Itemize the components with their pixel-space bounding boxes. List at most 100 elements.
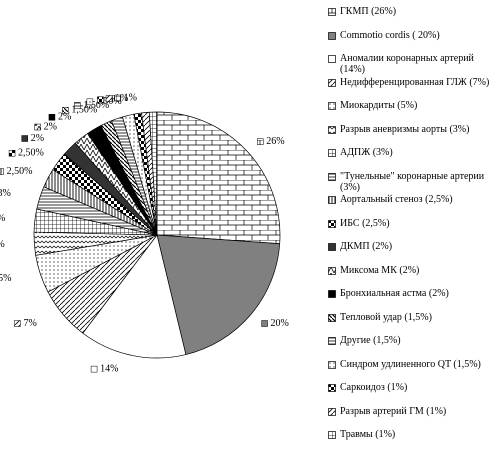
legend-label: ИБС (2,5%) [340,217,390,229]
legend-label: Синдром удлиненного QT (1,5%) [340,358,481,370]
chart: 26%20%14%7%5%3%3%3%2,50%2,50%2%2%2%1,50%… [0,92,289,374]
label-key [0,168,4,175]
label-key [90,365,98,373]
legend-item: Недифференцированная ГЛЖ (7%) [328,77,496,88]
label-key [34,123,41,131]
legend-label: Саркоидоз (1%) [340,382,408,393]
legend-swatch [328,55,336,63]
data-label: 20% [271,318,289,329]
legend-item: Разрыв артерий ГМ (1%) [328,406,496,417]
legend-item: Разрыв аневризмы аорты (3%) [328,124,496,135]
legend-swatch [328,337,336,345]
legend-swatch [328,31,336,40]
label-key [257,138,264,145]
legend-label: Commotio cordis ( 20%) [340,29,440,41]
data-label: 2,50% [18,148,44,159]
legend-swatch [328,125,336,134]
data-label: 2% [44,121,57,132]
legend-key [328,431,336,439]
data-label: 2% [31,133,44,144]
legend-key [328,219,336,228]
data-label: 1,50% [71,105,97,116]
legend-item: АДПЖ (3%) [328,147,496,158]
legend-label: Недифференцированная ГЛЖ (7%) [340,76,490,88]
legend-item: Другие (1,5%) [328,335,496,346]
data-label: 1% [106,94,119,105]
legend-label: Аномалии коронарных артерий (14%) [340,53,474,75]
legend-label: Травмы (1%) [340,429,396,440]
legend-key [328,8,336,16]
legend-swatch [328,149,336,157]
legend-label: "Тунельные" коронарные артерии (3%) [340,170,485,193]
legend-swatch [328,102,336,110]
label-key [114,94,121,102]
legend-swatch [328,290,336,298]
legend-label: ДКМП (2%) [340,241,393,252]
data-label: 2% [58,112,71,123]
data-label: 5% [0,273,11,284]
legend-item: Бронхиальная астма (2%) [328,288,496,299]
legend-key [328,55,336,63]
pie-slice [82,234,187,359]
pie-slice [156,234,281,355]
pie-slice [148,111,158,236]
data-label: 3% [0,188,11,199]
label-key [14,320,21,327]
label-key [8,150,16,157]
legend-key [328,78,336,87]
legend-item: Тепловой удар (1,5%) [328,312,496,323]
legend-label: Бронхиальная астма (2%) [340,288,449,299]
legend-label: Другие (1,5%) [340,335,401,346]
legend-item: Аномалии коронарных артерий (14%) [328,53,496,75]
legend-key [328,290,336,298]
label-key [105,95,113,102]
legend-label: Тепловой удар (1,5%) [340,311,432,323]
legend-label: АДПЖ (3%) [340,147,393,158]
legend-item: Миксома МК (2%) [328,265,496,276]
data-label: 26% [266,136,284,147]
legend-key [328,149,336,157]
legend-item: ДКМП (2%) [328,241,496,252]
data-label: 2,50% [7,166,33,177]
legend-key [328,384,336,392]
label-key [97,96,104,103]
legend-item: "Тунельные" коронарные артерии (3%) [328,171,496,193]
label-key [48,114,56,121]
legend-item: Миокардиты (5%) [328,100,496,111]
legend-key [328,31,336,40]
legend-label: ГКМП (26%) [340,6,397,17]
legend-label: Миксома МК (2%) [340,264,420,276]
legend-key [328,360,336,369]
label-key [21,135,28,142]
data-label: 1% [124,92,137,103]
data-label: 3% [0,213,5,224]
pie-slice [156,111,281,245]
legend-key [328,243,336,251]
legend-swatch [328,407,336,416]
legend-key [328,125,336,134]
legend-swatch [328,172,336,181]
legend-swatch [328,78,336,87]
data-label: 7% [23,318,36,329]
legend-swatch [328,219,336,228]
legend-label: Аортальный стеноз (2,5%) [340,194,453,205]
legend-swatch [328,196,336,204]
legend-item: Саркоидоз (1%) [328,382,496,393]
legend-swatch [328,313,336,322]
legend-swatch [328,360,336,369]
legend-label: Разрыв артерий ГМ (1%) [340,405,447,417]
legend-label: Миокардиты (5%) [340,100,418,111]
label-key [74,102,81,109]
legend-swatch [328,384,336,392]
legend-label: Разрыв аневризмы аорты (3%) [340,123,470,135]
legend-key [328,102,336,110]
legend-swatch [328,243,336,251]
legend-item: Аортальный стеноз (2,5%) [328,194,496,205]
legend-swatch [328,431,336,439]
legend-key [328,407,336,416]
label-key [86,98,94,106]
data-label: 1,50% [83,100,109,111]
legend-item: Синдром удлиненного QT (1,5%) [328,359,496,370]
legend-key [328,172,336,181]
